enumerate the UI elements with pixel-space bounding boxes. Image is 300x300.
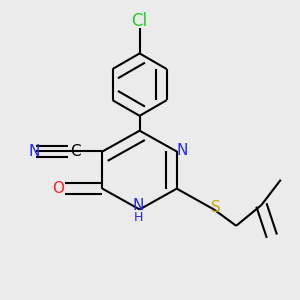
Text: H: H (134, 211, 143, 224)
Text: O: O (52, 181, 64, 196)
Text: Cl: Cl (131, 12, 148, 30)
Text: S: S (211, 200, 220, 215)
Text: N: N (132, 198, 144, 213)
Text: N: N (176, 142, 188, 158)
Text: N: N (28, 144, 40, 159)
Text: C: C (70, 144, 81, 159)
